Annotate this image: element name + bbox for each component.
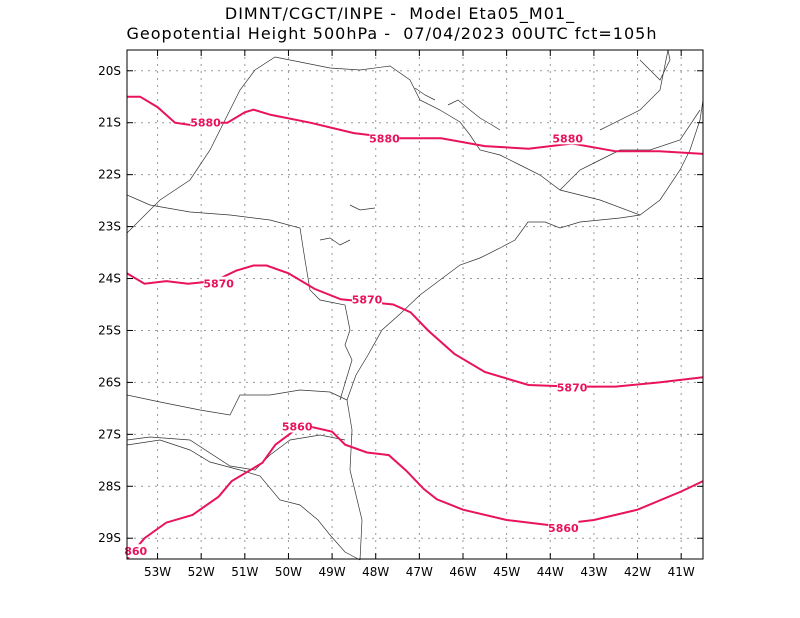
lon-label: 45W: [493, 565, 520, 579]
lat-label: 29S: [98, 531, 121, 545]
reservoir-shape: [319, 204, 376, 246]
contour-label-bg: [190, 115, 221, 129]
contour-label: 5880: [369, 132, 400, 145]
lon-label: 47W: [406, 565, 433, 579]
contour-label-bg: [557, 380, 588, 394]
contour-label: 5870: [203, 278, 234, 291]
lat-label: 25S: [98, 323, 121, 337]
contour-label-bg: [552, 131, 583, 145]
chart-title-line2: Geopotential Height 500hPa - 07/04/2023 …: [126, 24, 658, 43]
border-line-5: [126, 434, 346, 471]
lat-label: 27S: [98, 427, 121, 441]
lat-label: 24S: [98, 272, 121, 286]
lon-label: 44W: [537, 565, 564, 579]
contour-label: 5870: [352, 293, 383, 306]
lon-label: 41W: [668, 565, 695, 579]
lat-label: 20S: [98, 64, 121, 78]
lat-label: 21S: [98, 116, 121, 130]
lat-label: 26S: [98, 375, 121, 389]
contour-label-bg: [203, 276, 234, 290]
brazil-coastline: [346, 99, 704, 561]
lon-label: 53W: [144, 565, 171, 579]
contour-label: 860: [124, 545, 147, 558]
lon-label: 49W: [319, 565, 346, 579]
contour-label-bg: [120, 544, 151, 558]
border-line-6: [599, 49, 671, 131]
border-line-2: [126, 194, 353, 401]
contour-label: 5860: [282, 421, 313, 434]
lon-label: 52W: [188, 565, 215, 579]
coastlines: [126, 49, 704, 561]
reservoir-shape-2: [414, 87, 501, 131]
lon-label: 43W: [580, 565, 607, 579]
grid-lines: [127, 50, 703, 559]
border-line-3: [126, 389, 348, 416]
border-line-7: [559, 109, 701, 191]
lat-label: 23S: [98, 220, 121, 234]
contour-label-bg: [369, 131, 400, 145]
chart-title-line1: DIMNT/CGCT/INPE - Model Eta05_M01_: [224, 4, 576, 23]
contour-5860: [126, 425, 704, 560]
border-line-4: [126, 439, 361, 561]
contour-label: 5860: [548, 522, 579, 535]
lon-label: 48W: [362, 565, 389, 579]
contour-label-bg: [352, 292, 382, 306]
lon-label: 51W: [231, 565, 258, 579]
contour-labels: 5880 5880 5880 5870 5870 5870 5860 5860 860: [120, 115, 588, 558]
border-line-1: [126, 56, 641, 234]
contour-label: 5870: [557, 382, 588, 395]
contour-label-bg: [282, 419, 313, 433]
lon-label: 50W: [275, 565, 302, 579]
contour-lines: [126, 95, 704, 560]
plot-frame: [126, 49, 704, 560]
lat-label: 28S: [98, 479, 121, 493]
contour-label-bg: [548, 520, 579, 534]
axis-labels: 20S 21S 22S 23S 24S 25S 26S 27S 28S 29S 53W 52W 51W 5…: [98, 50, 703, 579]
lon-label: 42W: [624, 565, 651, 579]
contour-5880: [127, 95, 704, 155]
lon-label: 46W: [449, 565, 476, 579]
contour-label: 5880: [190, 117, 221, 130]
contour-label: 5880: [552, 132, 583, 145]
lat-label: 22S: [98, 168, 121, 182]
